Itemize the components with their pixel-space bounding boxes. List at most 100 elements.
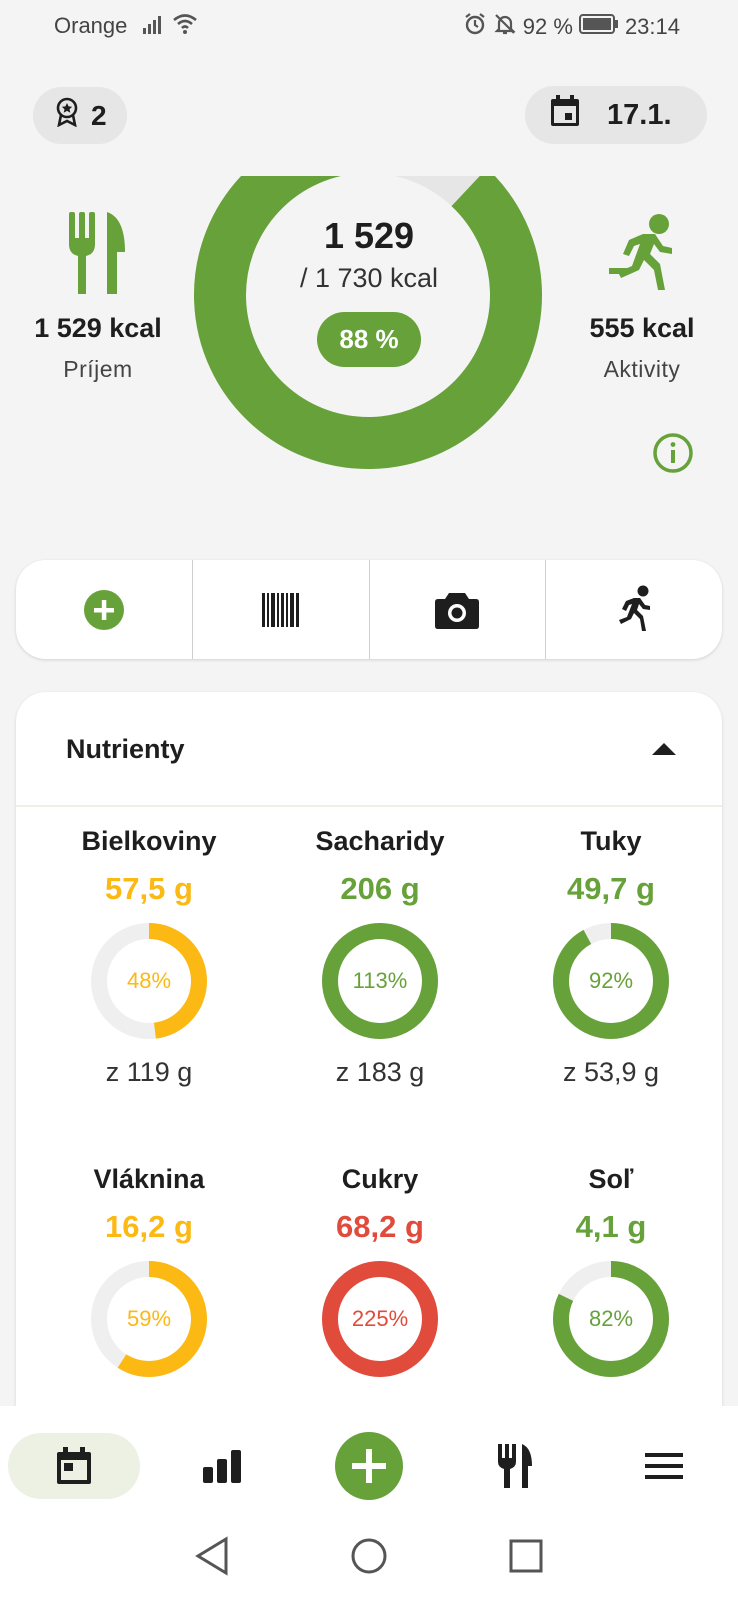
stats-icon [203, 1450, 241, 1483]
quick-action-bar [16, 560, 722, 659]
nutrient-progress-ring: 225% [320, 1259, 440, 1379]
battery-icon [578, 13, 619, 41]
system-navigation-bar [0, 1526, 738, 1600]
nutrient-item[interactable]: Cukry 68,2 g 225% [260, 1164, 500, 1395]
nutrient-name: Vláknina [93, 1164, 205, 1194]
status-icons: 92 % 23:14 [463, 12, 680, 42]
scan-barcode-button[interactable] [193, 560, 370, 659]
notifications-off-icon [493, 12, 517, 42]
add-activity-button[interactable] [546, 560, 722, 659]
nutrient-progress-arc [553, 1261, 669, 1377]
running-icon [567, 212, 717, 301]
activity-label: Aktivity [603, 356, 681, 382]
intake-summary: 1 529 kcal Príjem [23, 212, 173, 383]
consumed-kcal: 1 529 [323, 215, 415, 256]
nav-add-button[interactable] [334, 1406, 404, 1526]
date-picker-button[interactable]: 17.1. [525, 86, 707, 144]
barcode-icon [261, 592, 299, 627]
nutrient-goal: z 53,9 g [562, 1057, 660, 1087]
nav-menu[interactable] [642, 1406, 686, 1526]
nutrient-name: Tuky [580, 826, 642, 856]
nutrient-progress-ring: 92% [551, 921, 671, 1041]
nutrient-item[interactable]: Tuky 49,7 g 92% z 53,9 g [491, 826, 722, 1088]
info-button[interactable] [652, 432, 694, 474]
nutrients-header[interactable]: Nutrienty [16, 692, 722, 807]
calendar-icon [549, 94, 581, 136]
nutrient-progress-ring: 59% [89, 1259, 209, 1379]
achievements-count: 2 [91, 99, 107, 131]
info-icon [653, 433, 693, 473]
intake-label: Príjem [63, 356, 133, 382]
collapse-button[interactable] [652, 742, 676, 761]
nav-statistics[interactable] [192, 1406, 252, 1526]
nutrient-value: 49,7 g [567, 871, 655, 906]
bottom-navigation [0, 1406, 738, 1526]
nutrient-progress-ring: 48% [89, 921, 209, 1041]
progress-percent-badge: 88 % [317, 312, 421, 367]
home-button[interactable] [350, 1536, 388, 1581]
nutrient-percent: 82% [588, 1306, 634, 1331]
nutrient-goal: z 119 g [105, 1057, 193, 1087]
recents-button[interactable] [508, 1536, 544, 1581]
nutrient-item[interactable]: Soľ 4,1 g 82% [491, 1164, 722, 1395]
nutrient-item[interactable]: Vláknina 16,2 g 59% [29, 1164, 269, 1395]
recents-square-icon [509, 1539, 543, 1573]
nutrient-value: 206 g [340, 871, 420, 906]
clock: 23:14 [624, 14, 680, 39]
current-date: 17.1. [607, 98, 672, 131]
nutrient-percent: 59% [126, 1306, 172, 1331]
battery-percent: 92 % [522, 14, 573, 39]
back-button[interactable] [194, 1536, 230, 1581]
nutrient-percent: 48% [126, 968, 172, 993]
add-icon [335, 1432, 403, 1500]
nutrient-value: 68,2 g [336, 1209, 424, 1244]
menu-icon [645, 1453, 683, 1479]
activity-summary: 555 kcal Aktivity [567, 212, 717, 383]
nav-food[interactable] [490, 1406, 540, 1526]
caret-up-icon [652, 743, 676, 755]
achievements-button[interactable]: 2 [33, 87, 127, 144]
nutrient-goal: z 183 g [335, 1057, 425, 1087]
nutrients-card: Nutrienty Bielkoviny 57,5 g 48% z 119 g Sach… [16, 692, 722, 1422]
nutrient-item[interactable]: Bielkoviny 57,5 g 48% z 119 g [29, 826, 269, 1088]
nutrient-percent: 225% [351, 1306, 409, 1331]
camera-icon [435, 592, 480, 629]
home-circle-icon [351, 1538, 387, 1574]
nutrient-item[interactable]: Sacharidy 206 g 113% z 183 g [260, 826, 500, 1088]
activity-kcal: 555 kcal [589, 313, 695, 343]
nav-diary[interactable] [8, 1406, 140, 1526]
add-food-button[interactable] [16, 560, 193, 659]
status-bar: Orange 92 % 23:14 [0, 0, 738, 52]
carrier-name: Orange [54, 13, 128, 38]
back-triangle-icon [195, 1536, 228, 1576]
intake-kcal: 1 529 kcal [34, 313, 162, 343]
nutrient-progress-ring: 82% [551, 1259, 671, 1379]
nutrient-progress-arc [322, 1261, 438, 1377]
wifi-icon [172, 12, 198, 42]
calendar-icon [57, 1447, 91, 1484]
calorie-progress-ring [191, 176, 545, 480]
goal-kcal: / 1 730 kcal [299, 263, 439, 293]
nutrient-value: 16,2 g [105, 1209, 193, 1244]
nutrient-percent: 92% [588, 968, 634, 993]
nutrient-progress-ring: 113% [320, 921, 440, 1041]
nutrient-name: Soľ [588, 1164, 634, 1194]
nutrients-title: Nutrienty [66, 734, 185, 764]
award-icon [55, 97, 79, 134]
calorie-progress-arc [194, 176, 542, 469]
food-icon [498, 1444, 532, 1488]
run-icon [619, 585, 651, 631]
nutrient-name: Cukry [341, 1164, 419, 1194]
nutrient-percent: 113% [352, 968, 408, 993]
nutrient-progress-arc [91, 923, 207, 1039]
nutrient-value: 4,1 g [575, 1209, 647, 1244]
nutrient-name: Bielkoviny [81, 826, 217, 856]
nutrient-progress-arc [553, 923, 669, 1039]
nutrient-progress-arc [91, 1261, 207, 1377]
calorie-summary: 1 529 / 1 730 kcal 88 % [240, 215, 498, 367]
photo-button[interactable] [370, 560, 547, 659]
alarm-icon [463, 12, 487, 42]
nutrient-progress-arc [322, 923, 438, 1039]
signal-icon [142, 14, 164, 42]
nutrient-value: 57,5 g [105, 871, 193, 906]
